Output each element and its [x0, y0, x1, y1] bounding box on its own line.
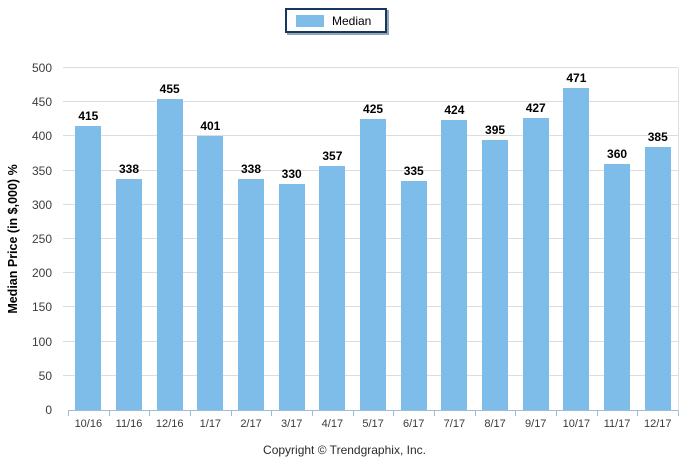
- bar-series-median: 415 338 455 401 338 330 357 425 335 424 395 427 471 3…: [68, 68, 678, 410]
- bar-value-label: 455: [159, 81, 180, 96]
- x-axis-tick-mark: [230, 411, 232, 416]
- bar-value-label: 360: [607, 146, 628, 161]
- x-axis-tick-mark: [515, 411, 517, 416]
- bar-slot-5/17: 425: [353, 68, 394, 410]
- bar-value-label: 401: [200, 118, 221, 133]
- x-tick-label-10/17: 10/17: [562, 418, 591, 430]
- x-axis-tick-mark: [271, 411, 273, 416]
- x-tick-label-11/16: 11/16: [115, 418, 143, 430]
- gridline-450: [63, 101, 678, 103]
- bar-1/17: 401: [197, 119, 224, 410]
- x-axis-tick-mark: [637, 411, 639, 416]
- bar-slot-11/17: 360: [597, 68, 638, 410]
- gridline-500: [63, 67, 678, 68]
- y-tick-label-50: 50: [38, 368, 52, 383]
- bar-10/17: 471: [563, 71, 590, 410]
- x-axis-tick-mark: [393, 411, 395, 416]
- bar-value-label: 471: [566, 70, 587, 85]
- bar-value-label: 427: [525, 100, 546, 115]
- x-tick-label-4/17: 4/17: [321, 418, 344, 430]
- x-axis-tick-mark: [556, 411, 557, 416]
- y-tick-label-0: 0: [45, 403, 52, 417]
- y-tick-label-500: 500: [31, 61, 52, 75]
- bar-slot-4/17: 357: [312, 68, 353, 410]
- bar-11/16: 338: [116, 162, 142, 410]
- bar-value-label: 357: [322, 148, 343, 163]
- y-tick-label-150: 150: [31, 300, 52, 315]
- bar-3/17: 330: [278, 167, 305, 410]
- y-tick-label-200: 200: [31, 266, 52, 281]
- bar-slot-8/17: 395: [475, 68, 516, 410]
- bar-value-label: 385: [647, 129, 668, 144]
- x-tick-label-3/17: 3/17: [280, 418, 303, 430]
- x-tick-label-9/17: 9/17: [525, 418, 547, 430]
- legend-label-median: Median: [332, 13, 372, 28]
- bar-value-label: 425: [363, 102, 384, 117]
- legend-swatch-median: [296, 14, 324, 27]
- x-axis-tick-labels: 10/16 11/16 12/16 1/17 2/17 3/17 4/17 5/17 6/17 7…: [68, 418, 678, 430]
- bar-value-label: 395: [485, 122, 506, 137]
- bar-9/17: 427: [522, 101, 549, 410]
- bar-8/17: 395: [482, 123, 509, 410]
- bar-value-label: 415: [78, 109, 99, 124]
- x-axis-tick-mark: [596, 411, 598, 416]
- bar-slot-2/17: 338: [231, 68, 272, 410]
- y-tick-label-350: 350: [31, 163, 52, 178]
- bar-5/17: 425: [360, 102, 387, 410]
- bar-value-label: 330: [281, 167, 302, 182]
- plot-area: 415 338 455 401 338 330 357 425 335 424 395 427 471 3…: [63, 67, 679, 416]
- x-tick-label-5/17: 5/17: [362, 418, 384, 430]
- bar-slot-10/17: 471: [556, 68, 597, 410]
- bar-4/17: 357: [319, 149, 346, 410]
- bar-slot-11/16: 338: [109, 68, 150, 410]
- bar-10/16: 415: [75, 109, 102, 410]
- x-tick-label-6/17: 6/17: [403, 418, 425, 430]
- bar-slot-1/17: 401: [190, 68, 231, 410]
- bar-slot-7/17: 424: [434, 68, 475, 410]
- bar-value-label: 338: [118, 161, 140, 176]
- x-tick-label-1/17: 1/17: [199, 418, 222, 430]
- bar-slot-9/17: 427: [515, 68, 556, 410]
- y-tick-label-100: 100: [31, 334, 52, 349]
- bar-slot-10/16: 415: [68, 68, 109, 410]
- bar-slot-3/17: 330: [271, 68, 312, 410]
- x-tick-label-8/17: 8/17: [484, 418, 506, 430]
- bar-11/17: 360: [604, 147, 631, 410]
- y-tick-label-300: 300: [31, 197, 52, 212]
- y-tick-label-400: 400: [31, 129, 52, 144]
- x-axis-tick-mark: [149, 411, 151, 416]
- copyright-text: Copyright © Trendgraphix, Inc.: [263, 443, 426, 457]
- x-tick-label-2/17: 2/17: [240, 418, 262, 430]
- x-axis-tick-mark: [68, 411, 69, 416]
- x-axis-tick-mark: [108, 411, 110, 416]
- x-axis-tick-mark: [190, 411, 191, 416]
- y-axis-tick-labels: 0 50 100 150 200 250 300 350 400 450 500: [0, 61, 62, 417]
- bar-value-label: 424: [444, 102, 465, 117]
- y-tick-label-250: 250: [31, 232, 52, 246]
- bar-12/17: 385: [644, 130, 671, 410]
- bar-value-label: 335: [403, 163, 424, 178]
- x-axis-tick-mark: [678, 411, 679, 416]
- y-tick-label-450: 450: [31, 95, 52, 110]
- x-tick-label-10/16: 10/16: [74, 418, 103, 430]
- x-axis-tick-mark: [474, 411, 476, 416]
- bar-6/17: 335: [400, 164, 427, 410]
- x-tick-label-7/17: 7/17: [443, 418, 466, 430]
- bar-value-label: 338: [241, 161, 262, 176]
- bar-12/16: 455: [156, 82, 183, 410]
- x-axis-tick-mark: [312, 411, 313, 416]
- x-tick-label-11/17: 11/17: [603, 418, 631, 430]
- x-axis-tick-mark: [352, 411, 354, 416]
- bar-7/17: 424: [441, 103, 468, 410]
- x-tick-label-12/16: 12/16: [155, 418, 184, 430]
- bar-2/17: 338: [238, 162, 265, 410]
- bar-slot-6/17: 335: [393, 68, 434, 410]
- bar-slot-12/17: 385: [637, 68, 678, 410]
- bar-slot-12/16: 455: [149, 68, 190, 410]
- legend: Median: [285, 8, 388, 33]
- x-tick-label-12/17: 12/17: [643, 418, 672, 430]
- x-axis-tick-mark: [434, 411, 435, 416]
